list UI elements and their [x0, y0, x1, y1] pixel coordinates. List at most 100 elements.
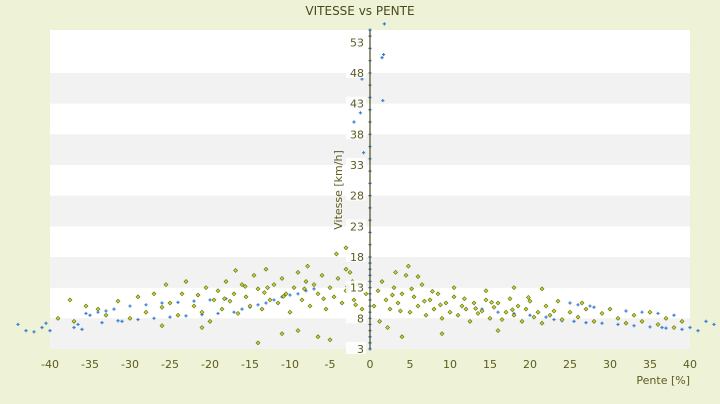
data-point-olive: [437, 302, 443, 308]
data-point-olive: [559, 317, 565, 322]
x-tick-label: -35: [81, 358, 99, 371]
data-point-blue: [40, 325, 44, 330]
data-point-olive: [215, 288, 221, 294]
data-point-olive: [319, 272, 325, 278]
data-point-olive: [389, 292, 395, 298]
y-tick-label: 3: [357, 343, 364, 356]
data-point-olive: [305, 263, 311, 269]
data-point-blue: [272, 298, 276, 302]
data-point-olive: [639, 318, 645, 324]
data-point-blue: [100, 321, 104, 325]
y-tick-backing: [346, 96, 366, 109]
data-point-olive: [495, 300, 501, 306]
data-point-olive: [395, 300, 401, 306]
data-point-olive: [393, 269, 399, 275]
y-tick-backing: [346, 127, 366, 140]
data-point-olive: [475, 310, 481, 316]
data-point-olive: [211, 297, 217, 303]
data-point-olive: [451, 294, 457, 300]
data-point-olive: [377, 318, 383, 324]
data-point-olive: [343, 266, 349, 272]
y-tick-label: 33: [350, 159, 364, 172]
data-point-olive: [331, 294, 337, 300]
data-point-blue: [544, 315, 548, 319]
data-point-blue: [381, 98, 385, 103]
data-point-olive: [483, 297, 489, 303]
y-tick-backing: [346, 65, 366, 78]
y-tick-label: 13: [350, 282, 364, 295]
data-point-olive: [503, 309, 509, 315]
data-point-blue: [24, 328, 28, 333]
data-point-olive: [397, 308, 403, 314]
y-tick-label: 43: [350, 98, 364, 111]
data-point-olive: [295, 269, 301, 275]
data-point-olive: [427, 297, 433, 303]
data-point-olive: [375, 288, 381, 294]
data-point-olive: [135, 294, 141, 300]
data-point-blue: [528, 313, 532, 317]
data-point-olive: [539, 320, 545, 326]
data-point-blue: [216, 311, 220, 316]
data-point-blue: [588, 304, 592, 308]
data-point-blue: [192, 299, 196, 303]
data-point-olive: [415, 274, 421, 280]
data-point-olive: [525, 295, 531, 300]
data-point-olive: [383, 297, 389, 303]
data-point-olive: [531, 314, 537, 320]
data-point-olive: [463, 306, 469, 312]
data-point-blue: [72, 325, 76, 330]
data-point-olive: [399, 334, 405, 340]
x-tick-label: 15: [483, 358, 497, 371]
data-point-olive: [419, 282, 425, 288]
data-point-olive: [127, 315, 133, 321]
data-point-blue: [584, 321, 588, 325]
data-point-olive: [255, 340, 261, 346]
data-point-blue: [104, 309, 108, 313]
data-point-blue: [362, 151, 366, 155]
data-point-olive: [515, 303, 521, 309]
data-point-olive: [527, 298, 533, 304]
data-point-olive: [663, 315, 669, 321]
data-point-blue: [32, 330, 36, 334]
data-point-olive: [203, 285, 209, 291]
x-tick-label: 35: [643, 358, 657, 371]
data-point-blue: [688, 325, 692, 330]
data-point-blue: [264, 301, 268, 305]
data-point-olive: [487, 315, 493, 321]
data-point-blue: [144, 303, 148, 307]
y-tick-backing: [346, 249, 366, 262]
data-point-olive: [439, 315, 445, 321]
data-point-olive: [307, 303, 313, 309]
data-point-olive: [301, 286, 307, 292]
data-point-olive: [363, 291, 369, 297]
data-point-olive: [343, 245, 349, 251]
data-point-olive: [431, 306, 437, 312]
data-point-olive: [435, 291, 441, 297]
data-point-olive: [163, 282, 169, 288]
x-tick-label: -30: [121, 358, 139, 371]
data-point-olive: [385, 325, 391, 330]
data-point-olive: [251, 272, 257, 278]
data-point-blue: [380, 56, 384, 60]
data-point-olive: [405, 263, 411, 269]
data-point-olive: [399, 291, 405, 297]
data-point-olive: [459, 303, 465, 309]
data-point-olive: [591, 318, 597, 324]
data-point-blue: [648, 325, 652, 329]
data-point-olive: [233, 268, 239, 273]
data-point-olive: [471, 300, 477, 306]
y-tick-backing: [346, 342, 366, 354]
x-tick-label: -25: [161, 358, 179, 371]
data-point-blue: [552, 317, 556, 322]
data-point-olive: [323, 306, 329, 312]
data-point-olive: [271, 282, 277, 288]
data-point-olive: [315, 334, 321, 340]
data-point-olive: [151, 291, 157, 297]
data-point-olive: [311, 282, 317, 288]
chart-title: VITESSE vs PENTE: [305, 4, 414, 18]
data-point-olive: [207, 318, 213, 324]
x-tick-label: 40: [683, 358, 697, 371]
data-point-olive: [143, 309, 149, 315]
